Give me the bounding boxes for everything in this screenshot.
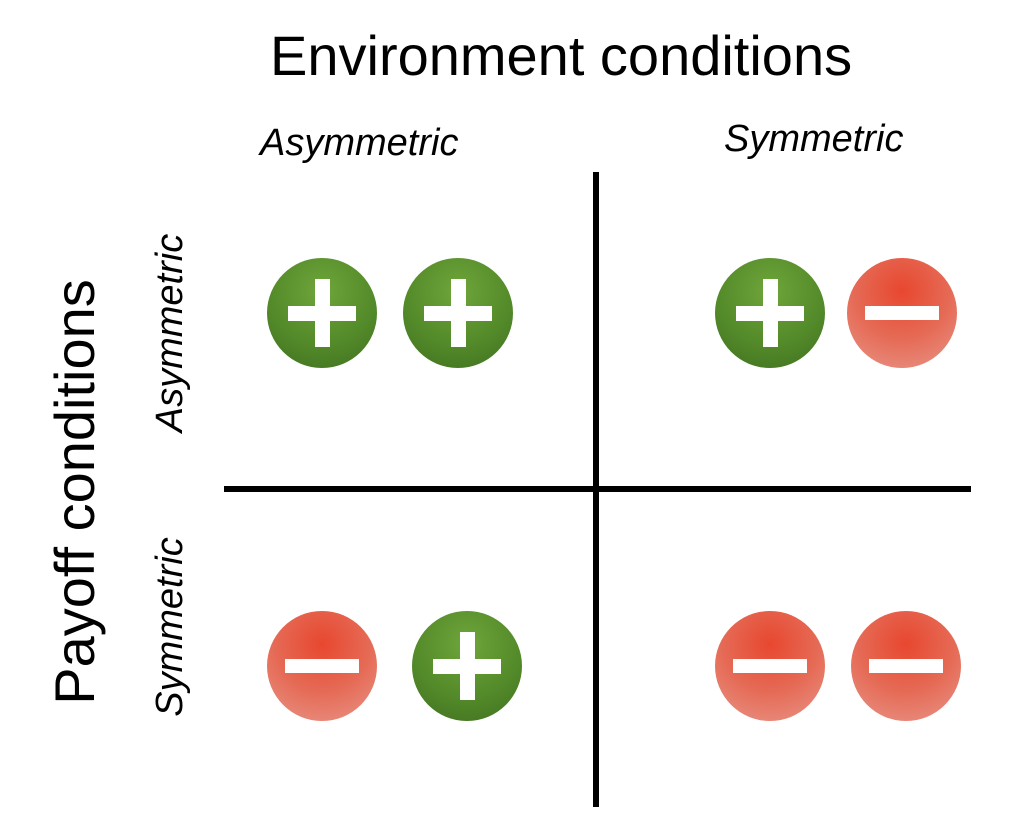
plus-icon bbox=[403, 258, 513, 368]
plus-icon bbox=[267, 258, 377, 368]
row-label-asymmetric: Asymmetric bbox=[149, 233, 191, 433]
minus-icon bbox=[851, 611, 961, 721]
horizontal-divider bbox=[224, 486, 971, 492]
plus-icon bbox=[715, 258, 825, 368]
row-label-symmetric: Symmetric bbox=[149, 537, 191, 717]
column-label-asymmetric: Asymmetric bbox=[260, 122, 459, 164]
minus-icon bbox=[715, 611, 825, 721]
diagram-title: Environment conditions bbox=[270, 24, 853, 87]
plus-icon bbox=[412, 611, 522, 721]
minus-icon bbox=[847, 258, 957, 368]
column-label-symmetric: Symmetric bbox=[724, 118, 904, 160]
minus-icon bbox=[267, 611, 377, 721]
payoff-axis-title: Payoff conditions bbox=[43, 279, 106, 705]
